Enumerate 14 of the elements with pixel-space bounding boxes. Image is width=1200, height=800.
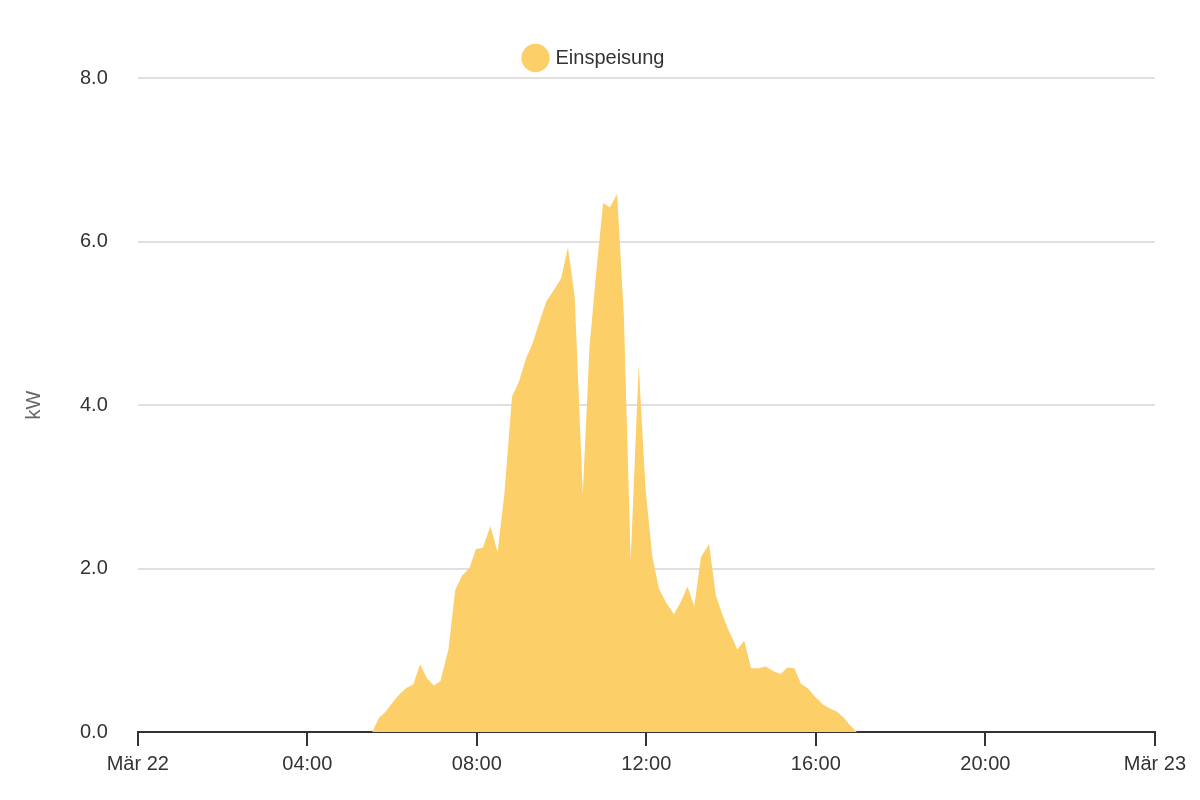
x-tick-label: 04:00 <box>282 751 333 774</box>
x-tick-label: 08:00 <box>451 751 502 774</box>
y-axis-title: kW <box>21 390 44 420</box>
legend-label: Einspeisung <box>555 45 665 68</box>
y-tick-label: 8.0 <box>79 65 108 88</box>
y-tick-label: 0.0 <box>79 719 108 742</box>
y-tick-label: 2.0 <box>79 556 108 579</box>
y-tick-label: 4.0 <box>79 392 108 415</box>
y-tick-label: 6.0 <box>79 229 108 252</box>
x-tick-label: Mär 22 <box>106 751 169 774</box>
x-tick-label: Mär 23 <box>1123 751 1186 774</box>
x-tick-label: 12:00 <box>621 751 672 774</box>
x-tick-label: 20:00 <box>960 751 1011 774</box>
x-tick-label: 16:00 <box>790 751 841 774</box>
